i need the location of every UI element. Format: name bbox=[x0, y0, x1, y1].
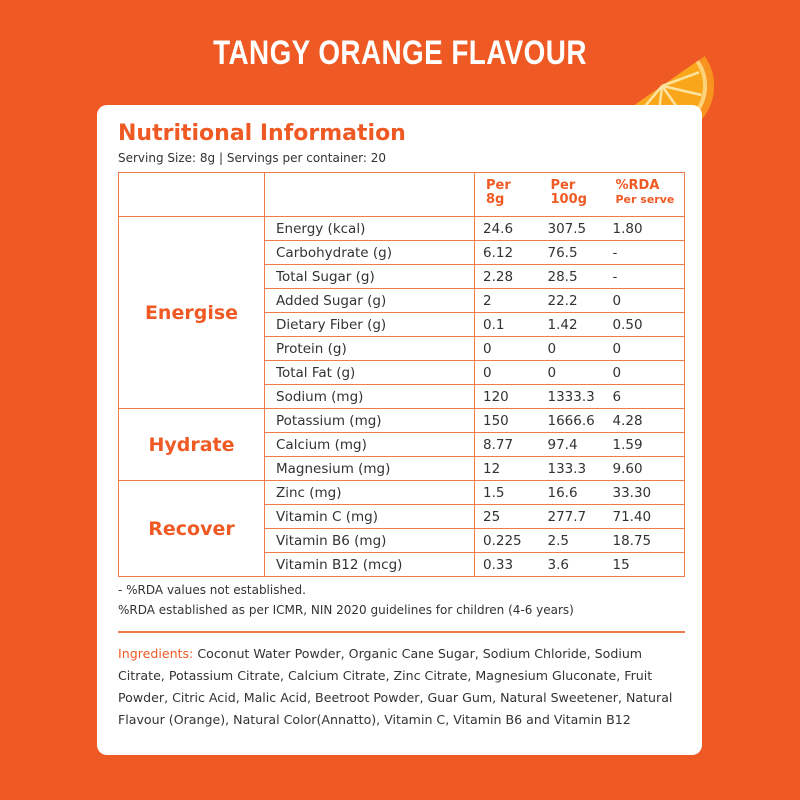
footnote: - %RDA values not established. bbox=[118, 583, 306, 597]
ingredients-text: Coconut Water Powder, Organic Cane Sugar… bbox=[118, 646, 673, 727]
nutrient-value: 0 bbox=[604, 360, 685, 385]
nutrient-row: Recover Zinc (mg) 1.5 16.6 33.30 bbox=[118, 480, 685, 577]
nutrient-value: 6.12 bbox=[474, 240, 540, 265]
nutrient-value: 6 bbox=[604, 384, 685, 409]
nutrient-value: 1.42 bbox=[539, 312, 605, 337]
nutrient-value: - bbox=[604, 264, 685, 289]
nutrient-row: Magnesium (mg) 12 133.3 9.60 bbox=[119, 456, 685, 481]
nutrient-name: Sodium (mg) bbox=[264, 384, 475, 409]
nutrient-name: Total Fat (g) bbox=[264, 360, 475, 385]
header-cell: Per 100g bbox=[539, 172, 605, 217]
nutrient-value: 1.59 bbox=[604, 432, 685, 457]
nutrient-value: 307.5 bbox=[539, 216, 605, 241]
nutrient-row: Carbohydrate (g) 6.12 76.5- bbox=[119, 240, 685, 265]
heading: Nutritional Information bbox=[118, 121, 406, 146]
serving-info: Serving Size: 8g | Servings per containe… bbox=[118, 151, 387, 165]
nutrient-value: 8.77 bbox=[474, 432, 540, 457]
nutrient-value: 133.3 bbox=[539, 456, 605, 481]
header-row: Per 8g Per 100g %RDA Per serve bbox=[118, 172, 685, 217]
nutrient-value: 120 bbox=[474, 384, 540, 409]
nutrient-name: Potassium (mg) bbox=[264, 408, 475, 433]
nutrient-row: Total Sugar (g) 2.28 28.5- bbox=[119, 264, 685, 289]
ingredients-label: Ingredients: bbox=[118, 646, 194, 661]
nutrient-value: 0.33 bbox=[474, 552, 540, 577]
nutrient-value: 0.225 bbox=[474, 528, 540, 553]
nutrition-table: Per 8g Per 100g %RDA Per serve Energise Energy … bbox=[118, 172, 685, 577]
header-text: Per bbox=[550, 178, 576, 193]
nutrient-value: 15 bbox=[604, 552, 685, 577]
nutrient-value: 0 bbox=[474, 360, 540, 385]
nutrient-name: Carbohydrate (g) bbox=[264, 240, 475, 265]
header-text: Per serve bbox=[615, 193, 675, 206]
nutrient-value: 97.4 bbox=[539, 432, 605, 457]
nutrient-value: 1666.6 bbox=[539, 408, 605, 433]
nutrient-name: Added Sugar (g) bbox=[264, 288, 475, 313]
nutrient-name: Vitamin C (mg) bbox=[264, 504, 475, 529]
group-label: Recover bbox=[118, 480, 265, 577]
nutrient-value: 22.2 bbox=[539, 288, 605, 313]
ingredients: Ingredients: Coconut Water Powder, Organ… bbox=[118, 643, 688, 731]
nutrient-value: 2.5 bbox=[539, 528, 605, 553]
nutrient-value: 2 bbox=[474, 288, 540, 313]
nutrient-value: 1.80 bbox=[604, 216, 685, 241]
header-cell: Per 8g bbox=[474, 172, 540, 217]
nutrient-value: 25 bbox=[474, 504, 540, 529]
footnote: %RDA established as per ICMR, NIN 2020 g… bbox=[118, 603, 574, 617]
nutrient-name: Total Sugar (g) bbox=[264, 264, 475, 289]
divider bbox=[118, 631, 685, 633]
nutrient-row: Added Sugar (g) 2 22.2 0 bbox=[119, 288, 685, 313]
nutrient-row: Protein (g) 0 0 0 bbox=[119, 336, 685, 361]
nutrient-value: 1333.3 bbox=[539, 384, 605, 409]
card: Nutritional Information Serving Size: 8g… bbox=[97, 105, 702, 755]
nutrient-name: Calcium (mg) bbox=[264, 432, 475, 457]
nutrient-value: 24.6 bbox=[474, 216, 540, 241]
group-label: Hydrate bbox=[118, 408, 265, 481]
title: TANGY ORANGE FLAVOUR bbox=[213, 34, 587, 72]
nutrient-value: 33.30 bbox=[604, 480, 685, 505]
nutrient-value: 0.50 bbox=[604, 312, 685, 337]
nutrient-value: 3.6 bbox=[539, 552, 605, 577]
nutrient-value: 0 bbox=[604, 288, 685, 313]
nutrient-value: 28.5 bbox=[539, 264, 605, 289]
nutrient-value: 18.75 bbox=[604, 528, 685, 553]
nutrient-value: 277.7 bbox=[539, 504, 605, 529]
nutrient-value: 1.5 bbox=[474, 480, 540, 505]
header-text: Per bbox=[486, 178, 511, 193]
nutrient-name: Magnesium (mg) bbox=[264, 456, 475, 481]
nutrient-value: 0 bbox=[604, 336, 685, 361]
nutrient-name: Vitamin B12 (mcg) bbox=[264, 552, 475, 577]
nutrient-value: 150 bbox=[474, 408, 540, 433]
nutrient-value: 4.28 bbox=[604, 408, 685, 433]
header-cell bbox=[264, 172, 475, 217]
group-label: Energise bbox=[118, 216, 265, 409]
nutrient-value: 12 bbox=[474, 456, 540, 481]
nutrient-row: Hydrate Potassium (mg) 150 1666.6 4.28 bbox=[118, 408, 685, 481]
nutrient-value: 2.28 bbox=[474, 264, 540, 289]
header-text: %RDA bbox=[615, 178, 660, 193]
nutrient-value: 9.60 bbox=[604, 456, 685, 481]
nutrient-value: 0 bbox=[474, 336, 540, 361]
nutrient-value: - bbox=[604, 240, 685, 265]
header-cell: %RDA Per serve bbox=[604, 172, 685, 217]
nutrient-value: 0 bbox=[539, 336, 605, 361]
nutrient-value: 0 bbox=[539, 360, 605, 385]
nutrient-row: Vitamin B6 (mg) 0.225 2.5 18.75 bbox=[119, 528, 685, 553]
nutrient-value: 16.6 bbox=[539, 480, 605, 505]
header-text: 8g bbox=[486, 192, 505, 207]
nutrient-name: Energy (kcal) bbox=[264, 216, 475, 241]
nutrient-name: Protein (g) bbox=[264, 336, 475, 361]
nutrient-value: 76.5 bbox=[539, 240, 605, 265]
nutrient-row: Vitamin B12 (mcg) 0.33 3.6 15 bbox=[119, 552, 685, 577]
nutrient-name: Vitamin B6 (mg) bbox=[264, 528, 475, 553]
nutrient-value: 71.40 bbox=[604, 504, 685, 529]
nutrient-name: Zinc (mg) bbox=[264, 480, 475, 505]
nutrient-name: Dietary Fiber (g) bbox=[264, 312, 475, 337]
header-cell bbox=[118, 172, 265, 217]
nutrient-row: Calcium (mg) 8.77 97.4 1.59 bbox=[119, 432, 685, 457]
nutrient-value: 0.1 bbox=[474, 312, 540, 337]
nutrient-row: Energise Energy (kcal) 24.6 307.5 1.80 bbox=[118, 216, 685, 409]
header-text: 100g bbox=[550, 192, 587, 207]
